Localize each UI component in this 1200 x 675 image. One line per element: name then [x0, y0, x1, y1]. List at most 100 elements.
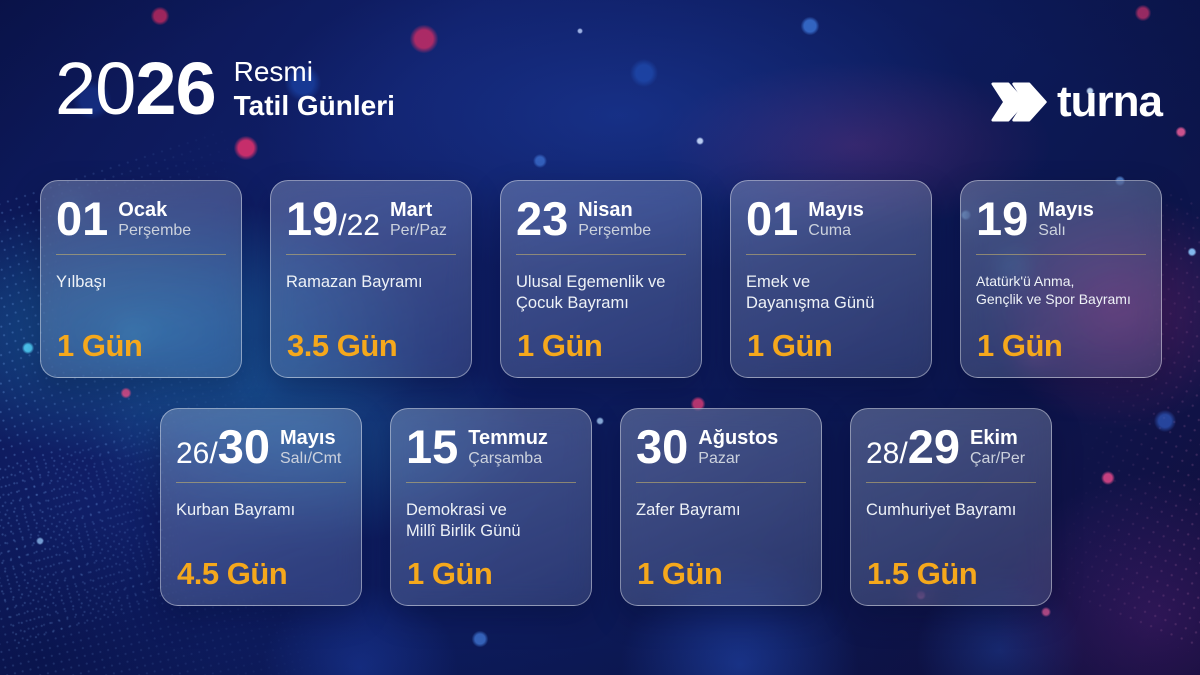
holiday-date: 01 [56, 192, 109, 245]
holiday-date: 26/30 [176, 420, 270, 473]
holiday-name: Ulusal Egemenlik ve Çocuk Bayramı [516, 272, 666, 313]
holiday-card-emek-dayanisma: 01 Mayıs Cuma Emek ve Dayanışma Günü 1 G… [730, 180, 932, 378]
holiday-duration: 1 Gün [747, 328, 833, 363]
weekday-label: Çarşamba [468, 449, 543, 467]
month-weekday: Nisan Perşembe [578, 199, 651, 239]
card-header: 01 Ocak Perşembe [56, 192, 226, 245]
holiday-date: 23 [516, 192, 569, 245]
holiday-row-2: 26/30 Mayıs Salı/Cmt Kurban Bayramı 4.5 … [160, 408, 1052, 606]
date-big: 15 [406, 420, 459, 473]
holiday-duration: 1 Gün [407, 556, 493, 591]
holiday-row-1: 01 Ocak Perşembe Yılbaşı 1 Gün 19/22 Mar… [40, 180, 1162, 378]
holiday-duration: 1.5 Gün [867, 556, 978, 591]
date-big: 01 [56, 192, 109, 245]
card-header: 19/22 Mart Per/Paz [286, 192, 456, 245]
holiday-name: Kurban Bayramı [176, 500, 296, 519]
subtitle-line-2: Tatil Günleri [233, 90, 395, 121]
page-title: 2026 Resmi Tatil Günleri [55, 52, 395, 126]
weekday-label: Per/Paz [390, 221, 447, 239]
card-header: 01 Mayıs Cuma [746, 192, 916, 245]
date-big: 19 [286, 192, 339, 245]
weekday-label: Çar/Per [970, 449, 1026, 467]
month-label: Nisan [578, 199, 633, 222]
month-weekday: Mayıs Salı [1038, 199, 1094, 239]
year-text: 2026 [55, 52, 217, 126]
holiday-duration: 1 Gün [977, 328, 1063, 363]
holiday-duration: 1 Gün [637, 556, 723, 591]
weekday-label: Salı/Cmt [280, 449, 342, 467]
holiday-duration: 1 Gün [57, 328, 143, 363]
holiday-card-cumhuriyet: 28/29 Ekim Çar/Per Cumhuriyet Bayramı 1.… [850, 408, 1052, 606]
date-big: 01 [746, 192, 799, 245]
month-weekday: Ağustos Pazar [698, 427, 778, 467]
holiday-card-cocuk-bayrami: 23 Nisan Perşembe Ulusal Egemenlik ve Ço… [500, 180, 702, 378]
month-label: Mayıs [280, 427, 336, 450]
holiday-date: 19 [976, 192, 1029, 245]
month-weekday: Ekim Çar/Per [970, 427, 1025, 467]
date-big: 30 [636, 420, 689, 473]
weekday-label: Perşembe [578, 221, 652, 239]
year-bold: 26 [135, 47, 216, 130]
card-header: 28/29 Ekim Çar/Per [866, 420, 1036, 473]
date-small-before: 28/ [866, 437, 908, 470]
holiday-name: Demokrasi ve Millî Birlik Günü [406, 500, 521, 541]
weekday-label: Cuma [808, 221, 851, 239]
card-header: 23 Nisan Perşembe [516, 192, 686, 245]
month-label: Ağustos [698, 427, 779, 450]
holiday-name: Emek ve Dayanışma Günü [746, 272, 875, 313]
month-label: Mayıs [808, 199, 864, 222]
holiday-date: 19/22 [286, 192, 380, 245]
holiday-name: Atatürk'ü Anma, Gençlik ve Spor Bayramı [976, 272, 1131, 308]
card-divider [286, 253, 456, 255]
card-divider [976, 253, 1146, 255]
date-big: 30 [217, 420, 270, 473]
card-divider [516, 253, 686, 255]
month-weekday: Ocak Perşembe [118, 199, 191, 239]
weekday-label: Salı [1038, 221, 1066, 239]
weekday-label: Perşembe [118, 221, 192, 239]
month-weekday: Mayıs Salı/Cmt [280, 427, 341, 467]
month-weekday: Mart Per/Paz [390, 199, 447, 239]
month-weekday: Mayıs Cuma [808, 199, 864, 239]
holiday-duration: 3.5 Gün [287, 328, 398, 363]
holiday-card-yilbasi: 01 Ocak Perşembe Yılbaşı 1 Gün [40, 180, 242, 378]
weekday-label: Pazar [698, 449, 741, 467]
brand-name: turna [1057, 77, 1163, 126]
holiday-date: 15 [406, 420, 459, 473]
holiday-duration: 1 Gün [517, 328, 603, 363]
month-label: Ocak [118, 199, 168, 222]
month-label: Mart [390, 199, 433, 222]
holiday-card-genclik-spor: 19 Mayıs Salı Atatürk'ü Anma, Gençlik ve… [960, 180, 1162, 378]
title-subtitle: Resmi Tatil Günleri [234, 55, 395, 122]
date-small-after: /22 [338, 209, 380, 242]
card-divider [746, 253, 916, 255]
card-header: 30 Ağustos Pazar [636, 420, 806, 473]
double-chevron-wing-icon [991, 82, 1047, 122]
holiday-date: 28/29 [866, 420, 960, 473]
date-big: 29 [907, 420, 960, 473]
date-big: 23 [516, 192, 569, 245]
holiday-card-kurban: 26/30 Mayıs Salı/Cmt Kurban Bayramı 4.5 … [160, 408, 362, 606]
card-divider [866, 481, 1036, 483]
year-light: 20 [55, 47, 136, 130]
month-label: Temmuz [468, 427, 548, 450]
holiday-name: Yılbaşı [56, 272, 107, 291]
holiday-name: Ramazan Bayramı [286, 272, 423, 291]
month-label: Ekim [970, 427, 1018, 450]
card-header: 26/30 Mayıs Salı/Cmt [176, 420, 346, 473]
holiday-card-zafer: 30 Ağustos Pazar Zafer Bayramı 1 Gün [620, 408, 822, 606]
holiday-duration: 4.5 Gün [177, 556, 288, 591]
holiday-name: Cumhuriyet Bayramı [866, 500, 1017, 519]
card-divider [406, 481, 576, 483]
holiday-name: Zafer Bayramı [636, 500, 741, 519]
card-header: 19 Mayıs Salı [976, 192, 1146, 245]
holiday-card-ramazan: 19/22 Mart Per/Paz Ramazan Bayramı 3.5 G… [270, 180, 472, 378]
month-weekday: Temmuz Çarşamba [468, 427, 548, 467]
holiday-date: 01 [746, 192, 799, 245]
card-divider [56, 253, 226, 255]
date-big: 19 [976, 192, 1029, 245]
month-label: Mayıs [1038, 199, 1094, 222]
card-divider [636, 481, 806, 483]
card-divider [176, 481, 346, 483]
